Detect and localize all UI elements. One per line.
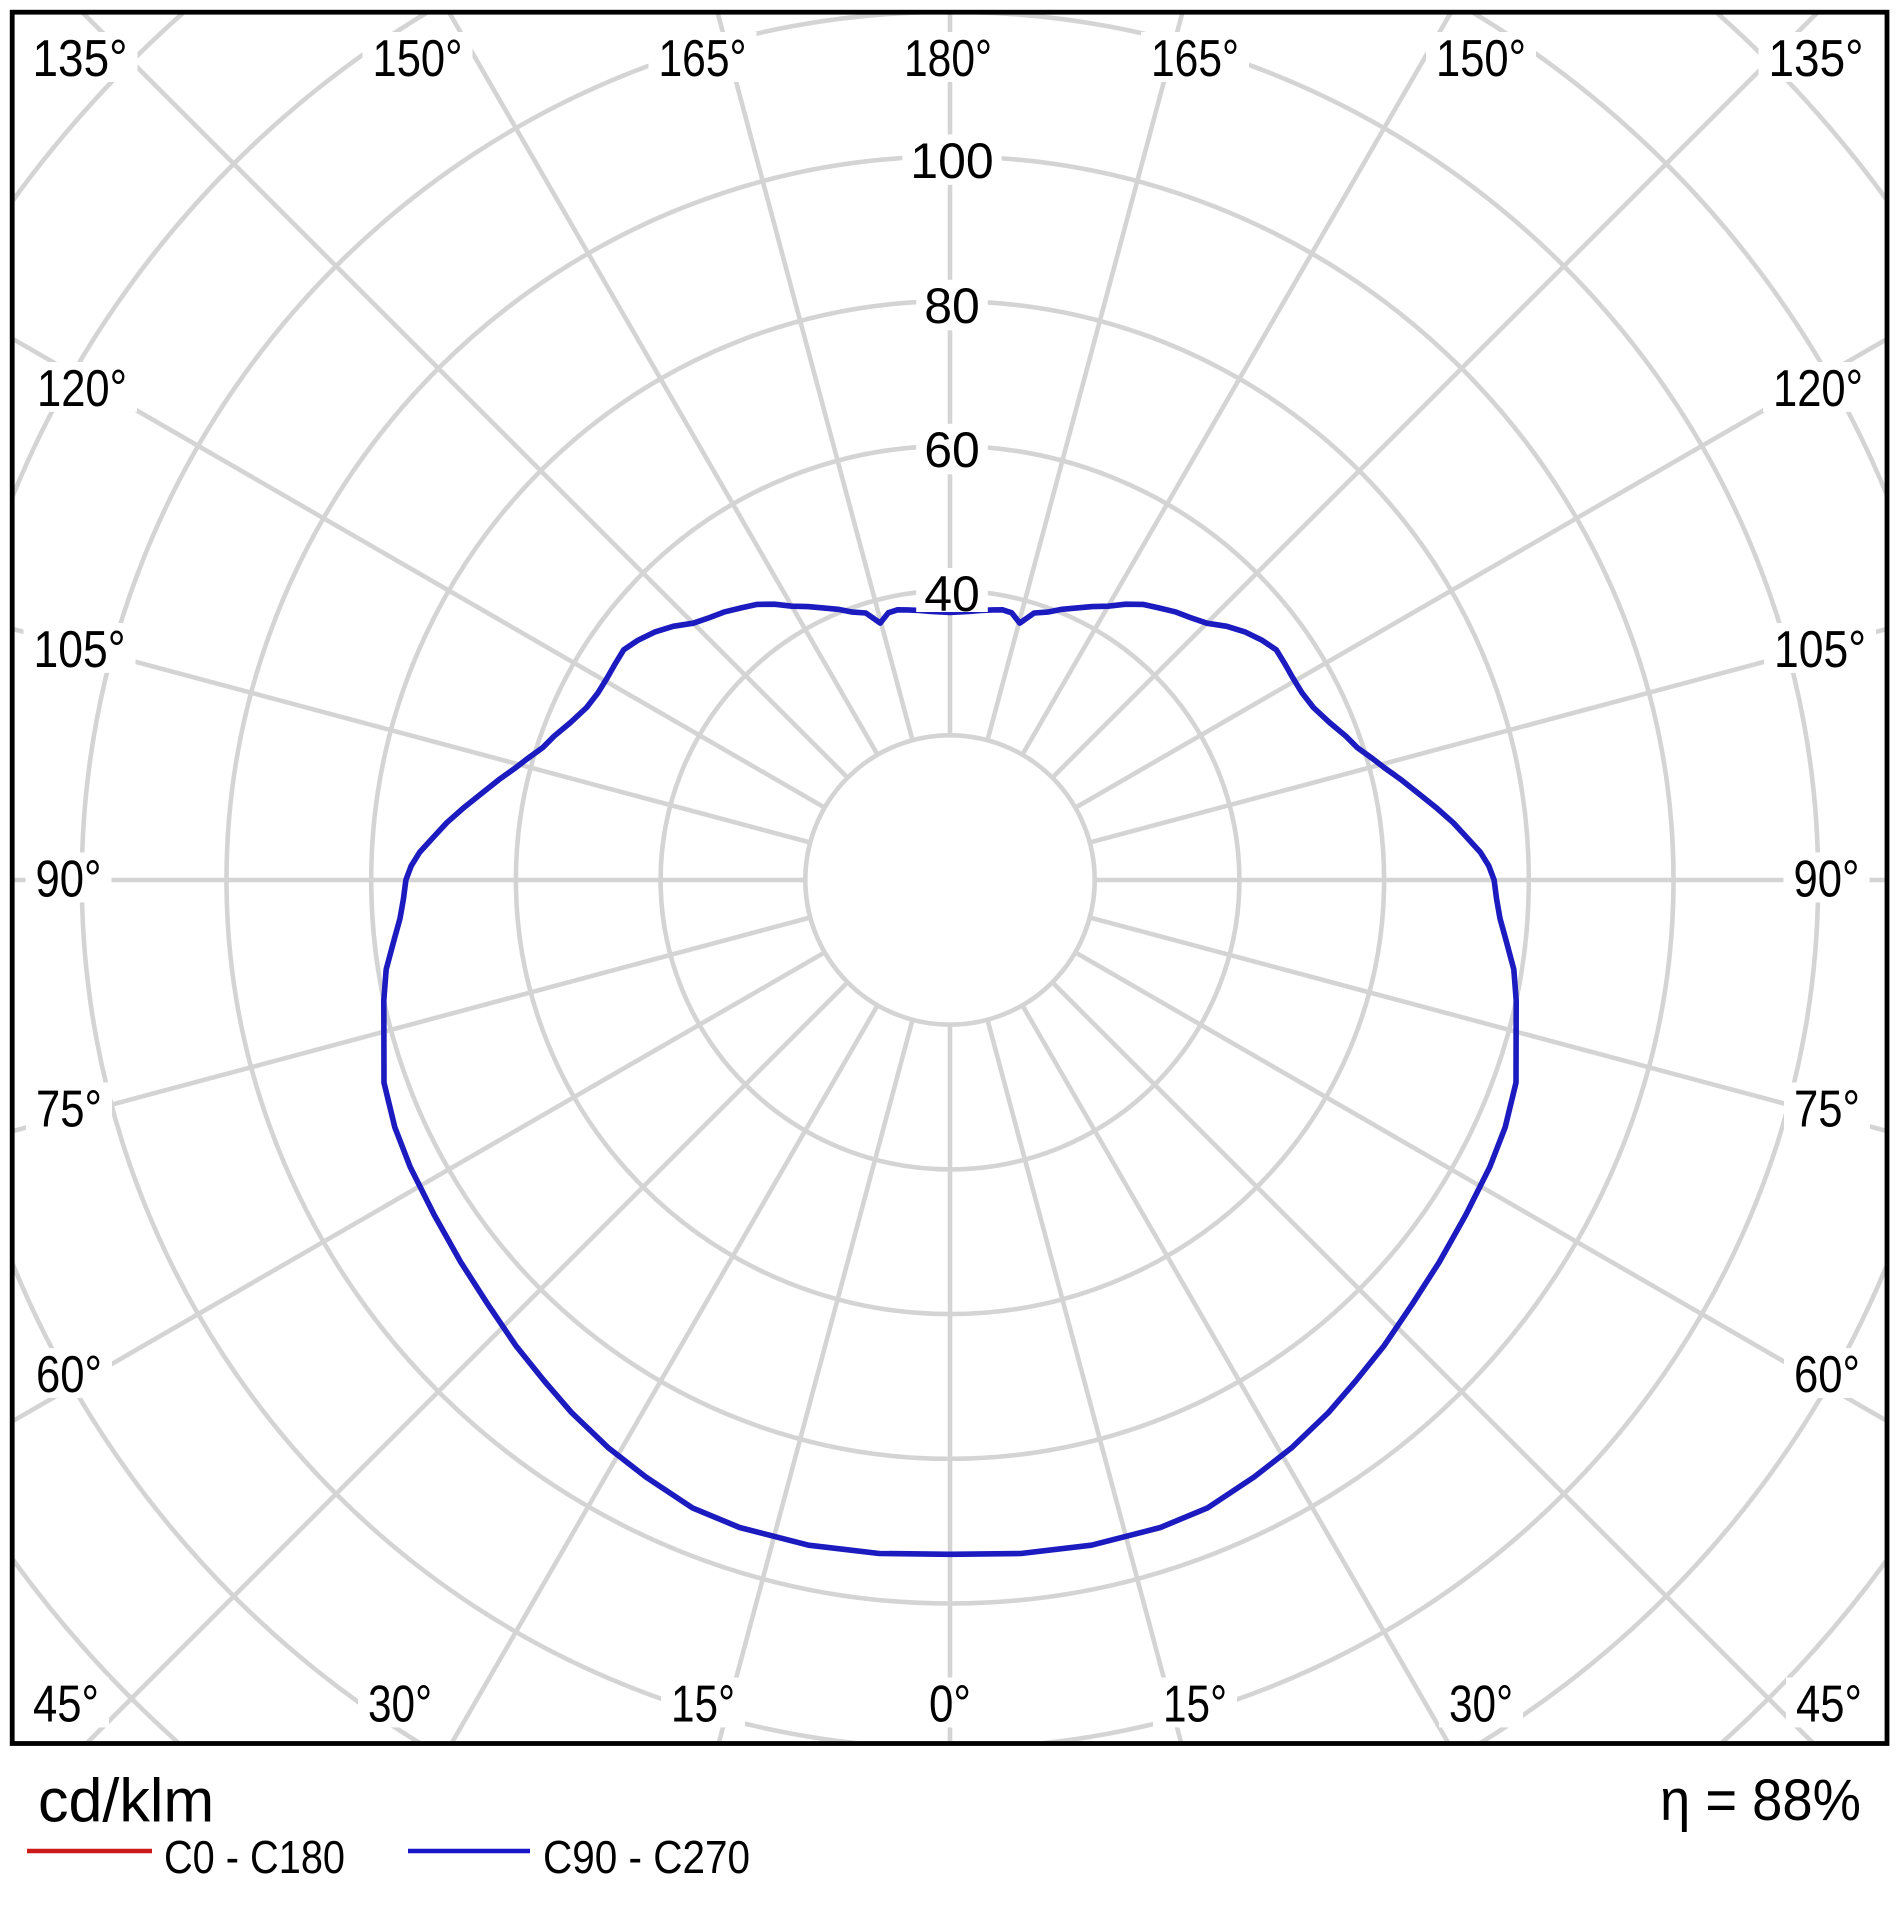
svg-text:135°: 135° [33,30,128,88]
svg-text:90°: 90° [36,851,102,909]
svg-text:60°: 60° [1794,1346,1860,1404]
svg-text:30°: 30° [1449,1676,1513,1734]
svg-text:C0 - C180: C0 - C180 [164,1831,345,1883]
svg-text:150°: 150° [1436,30,1526,88]
svg-text:η = 88%: η = 88% [1660,1768,1861,1833]
svg-text:120°: 120° [1773,360,1863,418]
svg-text:90°: 90° [1794,851,1860,909]
svg-text:80: 80 [924,278,980,334]
svg-text:180°: 180° [904,30,992,88]
svg-text:15°: 15° [671,1676,735,1734]
svg-text:C90 - C270: C90 - C270 [543,1831,750,1883]
svg-text:165°: 165° [1151,30,1239,88]
svg-text:105°: 105° [1774,621,1866,679]
svg-text:0°: 0° [929,1676,971,1734]
svg-text:60°: 60° [36,1346,102,1404]
svg-text:105°: 105° [34,621,126,679]
svg-text:30°: 30° [368,1676,432,1734]
svg-text:150°: 150° [373,30,463,88]
svg-text:100: 100 [910,133,993,189]
svg-text:45°: 45° [1796,1676,1862,1734]
svg-text:40: 40 [924,566,980,622]
svg-text:120°: 120° [37,360,127,418]
svg-text:75°: 75° [1794,1081,1860,1139]
svg-text:75°: 75° [36,1081,102,1139]
svg-text:15°: 15° [1163,1676,1227,1734]
svg-text:135°: 135° [1769,30,1864,88]
svg-text:60: 60 [924,422,980,478]
svg-text:45°: 45° [33,1676,99,1734]
svg-text:cd/klm: cd/klm [38,1767,214,1835]
svg-text:165°: 165° [659,30,747,88]
